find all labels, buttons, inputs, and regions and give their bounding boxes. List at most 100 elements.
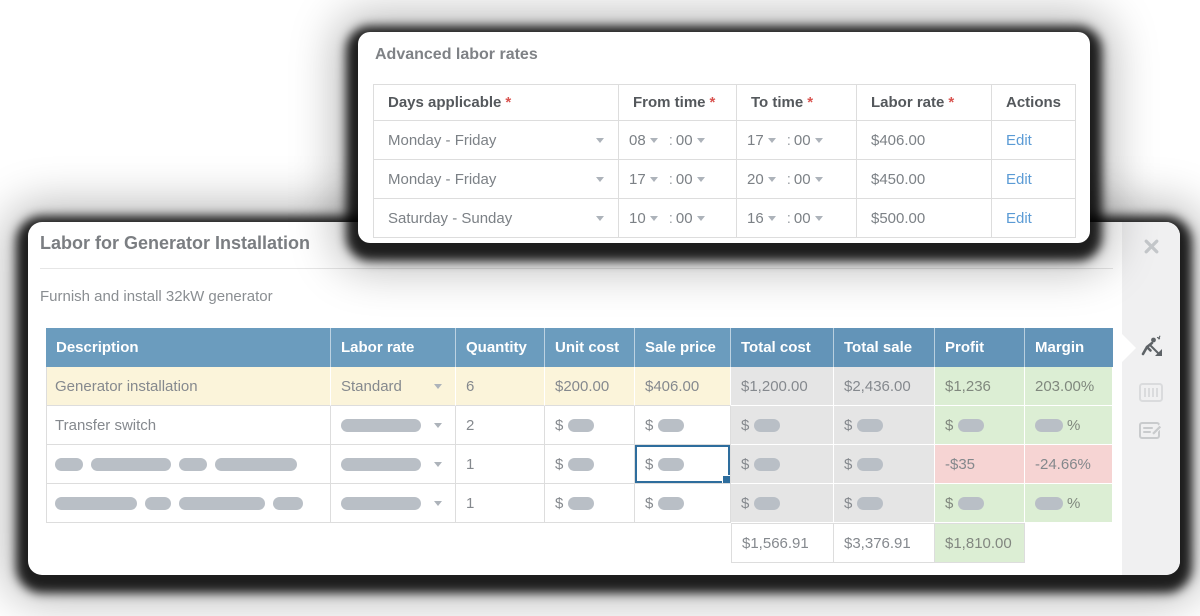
days-applicable-dropdown[interactable]: Monday - Friday xyxy=(373,159,619,199)
redacted-value xyxy=(341,496,421,510)
cell-sale-price-selected[interactable]: $ xyxy=(635,445,731,484)
minute-select[interactable]: 00 xyxy=(675,209,693,227)
cell-sale-price[interactable]: $ xyxy=(635,406,731,445)
cell-profit: -$35 xyxy=(935,445,1025,484)
labor-rate-value: $406.00 xyxy=(856,120,992,160)
redacted-value xyxy=(341,418,421,432)
table-row: 1 $ $ $ $ -$35 -24.66% xyxy=(46,445,1113,484)
table-row: Generator installation Standard 6 $200.0… xyxy=(46,367,1113,406)
redacted-value xyxy=(179,497,265,511)
hour-select[interactable]: 17 xyxy=(747,131,764,149)
totals-spacer xyxy=(1025,523,1113,563)
edit-link[interactable]: Edit xyxy=(1006,170,1032,188)
panel-title: Advanced labor rates xyxy=(375,46,538,63)
col-labor-rate: Labor rate * xyxy=(856,84,992,121)
hour-select[interactable]: 17 xyxy=(629,170,646,188)
cell-quantity[interactable]: 6 xyxy=(456,367,545,406)
chevron-down-icon xyxy=(434,383,442,389)
from-time-cell: 10:00 xyxy=(618,198,737,238)
chevron-down-icon[interactable] xyxy=(696,177,705,183)
cell-total-sale: $ xyxy=(834,445,935,484)
cell-unit-cost[interactable]: $ xyxy=(545,406,635,445)
item-description: Furnish and install 32kW generator xyxy=(40,288,273,305)
hour-select[interactable]: 20 xyxy=(747,170,764,188)
cell-sale-price[interactable]: $ xyxy=(635,484,731,523)
right-tool-strip xyxy=(1122,222,1180,575)
col-total-sale: Total sale xyxy=(834,328,935,367)
chevron-down-icon[interactable] xyxy=(814,216,823,222)
redacted-value xyxy=(958,497,985,511)
cell-labor-rate-dropdown[interactable] xyxy=(331,484,456,523)
to-time-cell: 20:00 xyxy=(736,159,857,199)
chevron-down-icon[interactable] xyxy=(649,138,658,144)
labor-worker-icon[interactable] xyxy=(1122,335,1180,366)
days-applicable-dropdown[interactable]: Monday - Friday xyxy=(373,120,619,160)
redacted-value xyxy=(91,458,171,472)
cell-description[interactable]: Generator installation xyxy=(46,367,331,406)
redacted-value xyxy=(1035,497,1063,511)
to-time-cell: 16:00 xyxy=(736,198,857,238)
labor-item-dialog: Labor for Generator Installation Furnish… xyxy=(28,222,1180,575)
cell-total-sale: $2,436.00 xyxy=(834,367,935,406)
cell-description[interactable] xyxy=(46,445,331,484)
chevron-down-icon[interactable] xyxy=(767,138,776,144)
cell-labor-rate-dropdown[interactable] xyxy=(331,406,456,445)
profit-sum: $1,810.00 xyxy=(935,523,1025,563)
edit-link[interactable]: Edit xyxy=(1006,131,1032,149)
cell-description[interactable] xyxy=(46,484,331,523)
totals-spacer xyxy=(46,523,731,563)
cell-unit-cost[interactable]: $ xyxy=(545,445,635,484)
cell-unit-cost[interactable]: $200.00 xyxy=(545,367,635,406)
page-title: Labor for Generator Installation xyxy=(40,233,311,253)
chevron-down-icon[interactable] xyxy=(814,138,823,144)
notes-icon[interactable] xyxy=(1122,420,1180,445)
cell-profit: $1,236 xyxy=(935,367,1025,406)
redacted-value xyxy=(754,419,781,433)
redacted-value xyxy=(857,458,884,472)
chevron-down-icon xyxy=(596,176,604,182)
to-time-cell: 17:00 xyxy=(736,120,857,160)
chevron-down-icon[interactable] xyxy=(767,177,776,183)
chevron-down-icon[interactable] xyxy=(814,177,823,183)
chevron-down-icon[interactable] xyxy=(649,177,658,183)
close-icon[interactable] xyxy=(1122,238,1180,260)
redacted-value xyxy=(658,419,685,433)
hour-select[interactable]: 08 xyxy=(629,131,646,149)
redacted-value xyxy=(958,419,985,433)
cell-quantity[interactable]: 1 xyxy=(456,484,545,523)
redacted-value xyxy=(273,497,303,511)
col-from-time: From time * xyxy=(618,84,737,121)
cell-profit: $ xyxy=(935,484,1025,523)
actions-cell: Edit xyxy=(991,198,1076,238)
chevron-down-icon[interactable] xyxy=(696,138,705,144)
cell-labor-rate-dropdown[interactable]: Standard xyxy=(331,367,456,406)
minute-select[interactable]: 00 xyxy=(793,131,811,149)
minute-select[interactable]: 00 xyxy=(793,170,811,188)
chevron-down-icon[interactable] xyxy=(767,216,776,222)
redacted-value xyxy=(1035,419,1063,433)
days-applicable-dropdown[interactable]: Saturday - Sunday xyxy=(373,198,619,238)
chevron-down-icon[interactable] xyxy=(649,216,658,222)
col-profit: Profit xyxy=(935,328,1025,367)
cell-quantity[interactable]: 1 xyxy=(456,445,545,484)
hour-select[interactable]: 16 xyxy=(747,209,764,227)
minute-select[interactable]: 00 xyxy=(675,131,693,149)
redacted-value xyxy=(215,458,297,472)
cell-description[interactable]: Transfer switch xyxy=(46,406,331,445)
redacted-value xyxy=(857,419,884,433)
minute-select[interactable]: 00 xyxy=(675,170,693,188)
minute-select[interactable]: 00 xyxy=(793,209,811,227)
cell-sale-price[interactable]: $406.00 xyxy=(635,367,731,406)
chevron-down-icon[interactable] xyxy=(696,216,705,222)
materials-barcode-icon[interactable] xyxy=(1122,383,1180,407)
redacted-value xyxy=(754,497,781,511)
hour-select[interactable]: 10 xyxy=(629,209,646,227)
table-row: Monday - Friday 17:00 20:00 $450.00 Edit xyxy=(373,159,1076,199)
cell-unit-cost[interactable]: $ xyxy=(545,484,635,523)
col-sale-price: Sale price xyxy=(635,328,731,367)
cell-total-cost: $ xyxy=(731,445,834,484)
edit-link[interactable]: Edit xyxy=(1006,209,1032,227)
labor-rate-value: $500.00 xyxy=(856,198,992,238)
cell-quantity[interactable]: 2 xyxy=(456,406,545,445)
cell-labor-rate-dropdown[interactable] xyxy=(331,445,456,484)
